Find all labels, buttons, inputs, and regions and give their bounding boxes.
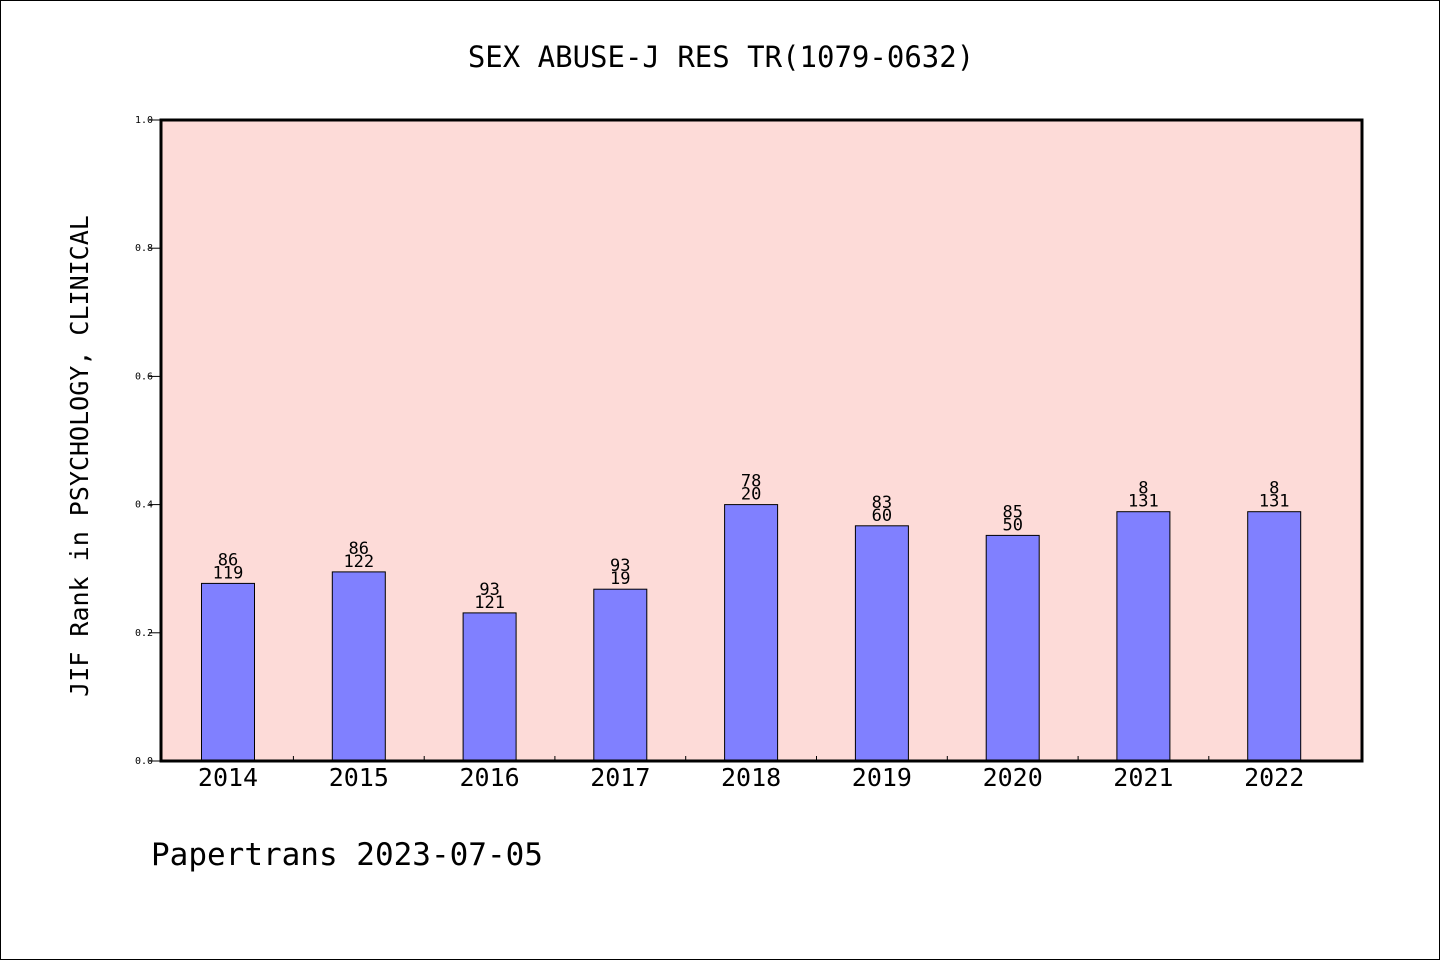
x-axis: 2014 2015 2016 2017 2018 2019 2020 2021 2022	[198, 756, 1304, 792]
bar-label-top-2016: 93	[479, 580, 499, 600]
x-tick-label-2018: 2018	[721, 763, 781, 792]
x-tick-label-2015: 2015	[329, 763, 389, 792]
y-tick-label: 0.2	[135, 628, 153, 639]
bar-label-top-2019: 83	[872, 493, 892, 513]
bar-2016	[462, 612, 517, 762]
bar-2021	[1116, 511, 1171, 762]
y-axis-label: JIF Rank in PSYCHOLOGY, CLINICAL	[65, 215, 94, 697]
bars-layer	[201, 504, 1302, 762]
bar-label-bottom-2022: 131	[1259, 492, 1290, 512]
bar-label-top-2015: 86	[349, 539, 369, 559]
x-tick-label-2020: 2020	[983, 763, 1043, 792]
x-tick-label-2021: 2021	[1113, 763, 1173, 792]
bar-label-bottom-2020: 50	[1002, 515, 1022, 535]
bar-label-top-2017: 93	[610, 556, 630, 576]
bar-label-bottom-2019: 60	[872, 506, 892, 526]
bar-label-top-2014: 86	[218, 550, 238, 570]
bar-2022	[1247, 511, 1302, 762]
y-tick-label: 0.6	[135, 371, 153, 382]
bar-label-bottom-2015: 122	[343, 552, 374, 572]
y-tick-label: 0.4	[135, 500, 153, 511]
y-tick-label: 0.8	[135, 243, 153, 254]
bar-label-top-2020: 85	[1002, 502, 1022, 522]
bar-label-top-2022: 8	[1269, 479, 1279, 499]
bar-2015	[331, 571, 386, 762]
bar-label-bottom-2016: 121	[474, 593, 505, 613]
bar-label-bottom-2021: 131	[1128, 492, 1159, 512]
y-tick-label: 1.0	[135, 115, 153, 126]
y-tick-label: 0.0	[135, 756, 153, 767]
x-tick-label-2016: 2016	[459, 763, 519, 792]
bar-label-top-2018: 78	[741, 472, 761, 492]
bar-label-bottom-2018: 20	[741, 485, 761, 505]
plot-border	[159, 118, 1364, 763]
bar-label-bottom-2017: 19	[610, 569, 630, 589]
bar-2017	[593, 588, 648, 762]
bar-2020	[985, 534, 1040, 762]
bar-label-bottom-2014: 119	[213, 563, 244, 583]
bar-2018	[724, 504, 779, 762]
bar-label-top-2021: 8	[1138, 479, 1148, 499]
x-tick-label-2014: 2014	[198, 763, 258, 792]
x-tick-label-2019: 2019	[852, 763, 912, 792]
footer-credit: Papertrans 2023-07-05	[151, 837, 543, 873]
bar-2014	[201, 582, 255, 762]
chart-title: SEX ABUSE-J RES TR(1079-0632)	[468, 40, 974, 74]
x-tick-label-2017: 2017	[590, 763, 650, 792]
x-tick-label-2022: 2022	[1244, 763, 1304, 792]
bar-2019	[854, 525, 909, 762]
y-axis: 0.0 0.2 0.4 0.6 0.8 1.0	[135, 115, 161, 767]
